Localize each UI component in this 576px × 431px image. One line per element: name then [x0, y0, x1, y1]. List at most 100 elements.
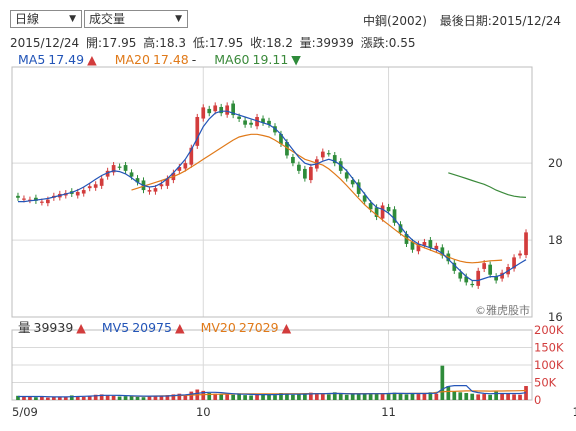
- volume-bar: [273, 395, 277, 400]
- candle-body: [279, 133, 283, 144]
- price-tick-label: 16: [548, 310, 563, 324]
- volume-tick-label: 0: [534, 393, 541, 407]
- mv20-label: MV20: [200, 320, 236, 335]
- volume-bar: [314, 393, 319, 400]
- indicator-select[interactable]: 成交量 ▼: [84, 10, 188, 28]
- ma20-value: 17.48: [152, 52, 189, 67]
- candle-body: [410, 242, 415, 250]
- chevron-down-icon: ▼: [175, 14, 182, 24]
- volume-bar: [261, 393, 265, 400]
- ohlc-high: 高:18.3: [143, 36, 186, 50]
- volume-bar: [34, 397, 38, 400]
- candle-body: [243, 120, 247, 125]
- volume-bar: [201, 390, 206, 400]
- volume-bar: [207, 393, 212, 400]
- candle-body: [470, 283, 475, 286]
- candle-body: [326, 153, 331, 155]
- candle-body: [201, 107, 206, 119]
- price-tick-label: 20: [548, 156, 563, 170]
- volume-bar: [476, 394, 481, 400]
- volume-bar: [123, 396, 128, 400]
- volume-bar: [380, 394, 385, 400]
- volume-bar: [99, 394, 104, 400]
- volume-bar: [518, 394, 522, 400]
- candle-body: [213, 105, 218, 112]
- candle-body: [117, 166, 122, 168]
- price-panel-frame: [11, 66, 533, 318]
- volume-bar: [117, 396, 122, 400]
- volume-bar: [374, 393, 379, 400]
- candle-body: [291, 157, 295, 164]
- candle-body: [392, 209, 397, 223]
- candle-body: [195, 117, 200, 146]
- stock-name: 中鋼(2002): [363, 14, 427, 28]
- candle-body: [368, 203, 373, 210]
- candle-body: [458, 272, 463, 279]
- volume-bar: [344, 394, 349, 400]
- volume-bar: [153, 396, 158, 400]
- ma60-line: [448, 172, 527, 198]
- mv5-line: [18, 385, 527, 398]
- ohlc-open: 開:17.95: [86, 36, 137, 50]
- ohlc-volume: 量:39939: [299, 36, 354, 50]
- candle-body: [105, 170, 110, 177]
- volume-bar: [362, 393, 367, 400]
- volume-bar: [129, 395, 134, 400]
- candle-body: [261, 118, 265, 123]
- chevron-down-icon: ▼: [69, 14, 76, 24]
- candle-body: [464, 276, 469, 283]
- candle-body: [380, 205, 385, 219]
- candle-body: [22, 198, 26, 200]
- ma5-value: 17.49: [48, 52, 85, 67]
- candle-body: [46, 199, 50, 204]
- volume-bar: [279, 393, 283, 400]
- candle-body: [177, 167, 182, 171]
- candle-body: [488, 264, 493, 275]
- period-select-value: 日線: [15, 12, 40, 26]
- ma5-label: MA5: [18, 52, 46, 67]
- candle-body: [482, 263, 487, 269]
- volume-bar: [63, 396, 68, 400]
- candle-body: [249, 122, 253, 125]
- volume-bar: [470, 393, 475, 400]
- candle-body: [428, 240, 433, 248]
- mv5-label: MV5: [101, 320, 130, 335]
- volume-panel-frame: [11, 329, 533, 401]
- volume-bar: [249, 395, 253, 400]
- volume-bar: [81, 396, 86, 400]
- volume-bar: [320, 394, 325, 400]
- volume-bar: [189, 391, 194, 400]
- volume-tick-label: 200K: [534, 323, 564, 337]
- last-date-label: 最後日期:: [439, 14, 492, 28]
- mv20-value: 27029: [238, 320, 279, 335]
- volume-bar: [135, 396, 140, 400]
- volume-bar: [28, 396, 32, 400]
- candle-body: [34, 197, 38, 201]
- volume-bar: [141, 397, 146, 400]
- candle-body: [386, 207, 391, 212]
- date-tick-label: 10: [196, 405, 211, 419]
- candle-body: [225, 105, 230, 115]
- ohlc-close: 收:18.2: [250, 36, 293, 50]
- candle-body: [81, 190, 86, 194]
- candle-body: [494, 276, 498, 281]
- watermark: ©雅虎股市: [475, 303, 530, 317]
- candle-body: [153, 188, 158, 192]
- volume-bar: [506, 393, 510, 400]
- volume-bar: [356, 394, 361, 400]
- volume-bar: [440, 365, 445, 400]
- period-select[interactable]: 日線 ▼: [10, 10, 82, 28]
- candle-body: [476, 270, 481, 286]
- volume-up-arrow-icon: ▲: [76, 320, 86, 335]
- volume-bar: [308, 392, 313, 400]
- candle-body: [524, 232, 528, 256]
- candle-body: [440, 247, 445, 256]
- candle-body: [398, 224, 403, 233]
- volume-bar: [512, 394, 516, 400]
- mv20-up-arrow-icon: ▲: [281, 320, 292, 335]
- volume-bar: [237, 393, 241, 400]
- candle-body: [75, 192, 80, 196]
- ohlc-date: 2015/12/24: [10, 36, 80, 50]
- volume-bar: [386, 393, 391, 400]
- price-tick-label: 18: [548, 233, 563, 247]
